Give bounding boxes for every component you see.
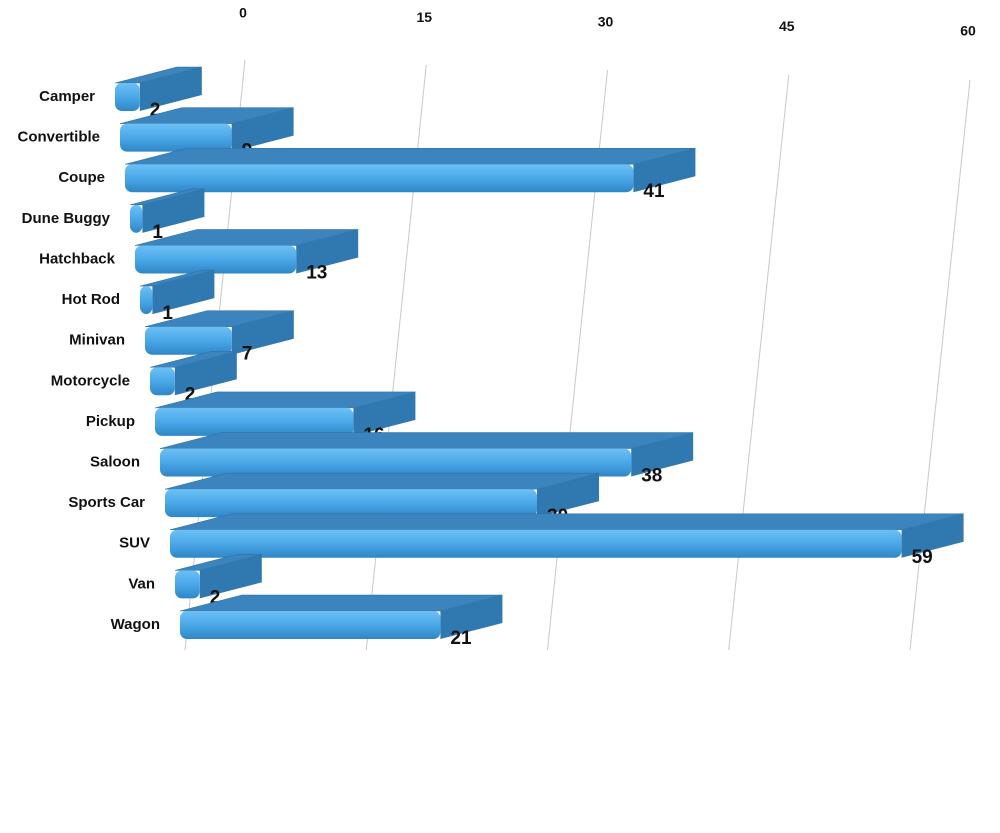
bar-front [130,204,143,233]
category-label: Hatchback [39,250,116,267]
value-label: 2 [210,587,221,608]
bar-front [175,570,200,599]
bar-end [231,310,294,355]
bar [144,310,294,355]
bar [119,107,294,152]
bar-front [155,407,354,436]
bar [159,432,694,477]
category-label: Convertible [17,129,100,146]
bar [139,269,215,315]
category-label: Dune Buggy [22,210,111,227]
value-label: 2 [185,384,196,405]
bar [149,351,237,396]
bar [129,188,205,233]
value-label: 2 [150,100,161,121]
category-label: Minivan [69,332,125,349]
category-label: Pickup [86,413,135,430]
bar-top [159,432,694,449]
bar-end [537,473,599,518]
value-label: 1 [162,303,173,324]
value-label: 13 [306,262,327,283]
bar-top [124,147,696,165]
bar-top [169,513,964,531]
bar-end [152,270,215,315]
bar-top [119,107,294,124]
category-label: SUV [119,535,150,552]
bar [114,66,202,111]
grid-line [728,74,790,651]
bar-top [144,310,294,327]
value-label: 1 [152,222,163,243]
bar-front [160,448,632,477]
category-label: Van [128,575,155,592]
grid-line [909,79,971,651]
value-label: 21 [450,628,472,649]
x-tick-label: 0 [239,5,247,21]
bar-front [150,367,175,396]
bar-end [631,432,694,477]
category-label: Coupe [58,169,105,186]
bar [164,472,600,518]
x-tick-label: 45 [779,18,795,34]
x-tick-label: 15 [416,9,432,25]
bar-end [231,107,294,152]
value-label: 59 [912,547,933,568]
bar [124,147,696,193]
category-label: Camper [39,88,95,105]
bar [174,554,262,599]
category-label: Motorcycle [51,372,130,389]
bar-end [901,513,964,558]
bar-end [199,554,262,599]
category-label: Wagon [111,616,160,633]
bar [134,229,359,274]
bar-front [180,611,441,639]
bar-end [440,595,503,639]
bar-front [125,164,634,193]
x-tick-label: 60 [960,23,976,39]
bar [179,594,503,639]
bar-front [140,286,153,315]
bar-end [142,188,205,233]
category-label: Saloon [90,454,140,471]
bar-end [353,391,416,436]
value-label: 41 [643,181,665,202]
bar-front [170,529,902,558]
bar-end [139,67,202,111]
bar [169,513,964,558]
category-label: Sports Car [68,494,145,511]
category-label: Hot Rod [62,291,120,308]
value-label: 7 [242,344,253,365]
bar-end [296,229,359,274]
value-label: 38 [641,466,662,487]
bar-front [165,489,537,518]
bar-top [164,472,600,490]
bar [154,391,416,436]
bar-front [115,83,140,111]
bar-top [154,391,416,409]
bar-front [135,245,297,274]
x-tick-label: 30 [598,14,614,30]
bar-end [633,148,696,193]
bar-top [129,188,205,206]
bar-end [174,351,237,396]
bar-front [120,123,232,152]
bar-front [145,326,232,355]
